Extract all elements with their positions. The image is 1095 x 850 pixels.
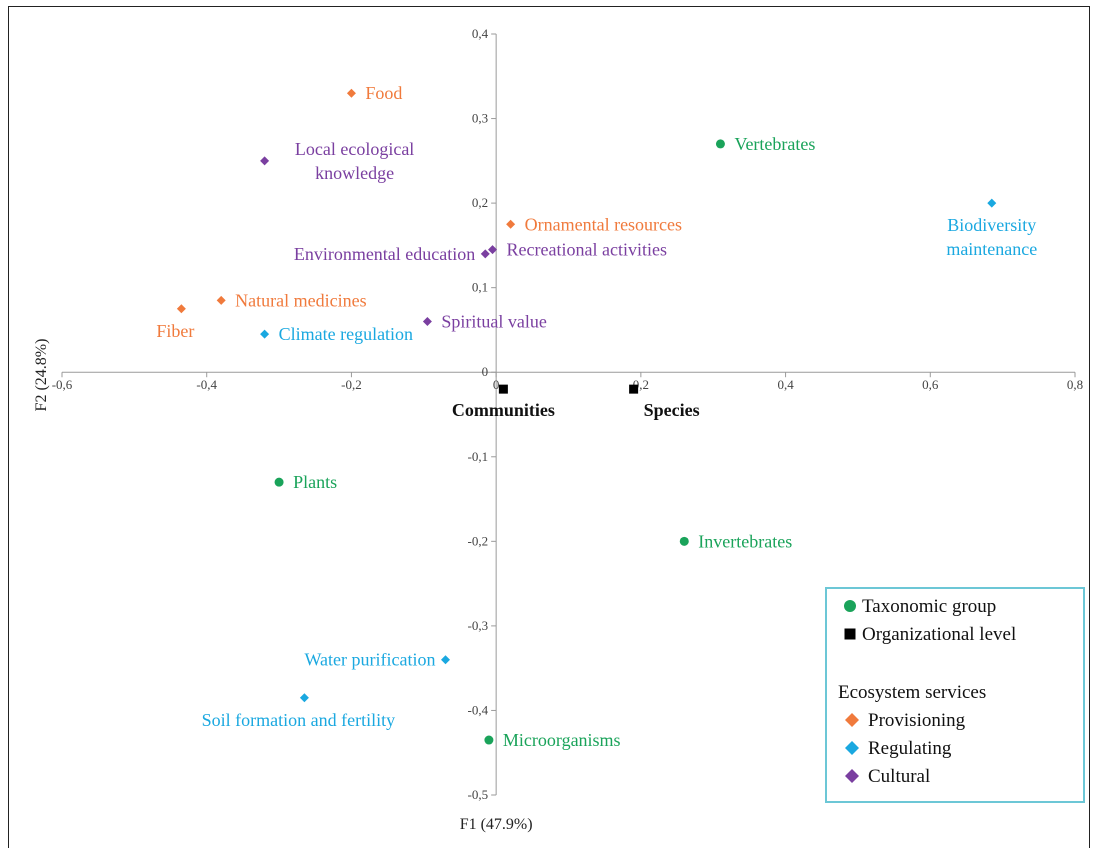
x-tick-label: -0,4 [196,377,217,392]
point-label: Climate regulation [279,324,413,344]
data-points: Vertebrates Plants Invertebrates Microorgan… [156,83,1037,750]
y-tick-label: -0,5 [468,787,489,802]
y-tick-label: -0,1 [468,449,489,464]
point-label: Soil formation and fertility [202,710,395,730]
point-label: Natural medicines [235,290,366,310]
y-tick-label: 0,2 [472,195,488,210]
point-label: knowledge [315,163,394,183]
legend-marker [845,713,859,727]
point-label: Ornamental resources [525,214,682,234]
legend-label: Cultural [868,766,930,787]
legend-marker [844,628,856,640]
data-point [422,316,432,326]
data-point [629,384,639,394]
y-axis-label: F2 (24.8%) [33,339,50,412]
point-label: Food [365,83,402,103]
y-tick-label: -0,2 [468,533,489,548]
data-point [216,295,226,305]
axes [62,34,1075,795]
chart-frame [8,6,1090,848]
point-label: Vertebrates [734,134,815,154]
point-label: Local ecological [295,139,414,159]
x-tick-label: -0,6 [52,377,73,392]
point-label: Species [644,400,700,420]
data-point [176,304,186,314]
y-tick-label: -0,3 [468,618,489,633]
data-point [715,139,725,149]
legend-marker [844,600,856,612]
legend: Taxonomic group Organizational level Ecosy… [825,587,1085,803]
point-label: maintenance [946,239,1037,259]
tick-labels: -0,6 -0,4 -0,2 0 0,2 0,4 0,6 0,80,40,30,20,10-0… [52,26,1083,802]
legend-label: Regulating [868,738,952,759]
data-point [260,329,270,339]
y-tick-label: 0,3 [472,111,488,126]
y-tick-label: 0,1 [472,280,488,295]
data-point [346,88,356,98]
point-label: Microorganisms [503,730,621,750]
data-point [484,735,494,745]
data-point [498,384,508,394]
data-point [274,477,284,487]
data-point [480,249,490,259]
data-point [488,245,498,255]
y-tick-label: 0,4 [472,26,489,41]
point-label: Fiber [156,321,194,341]
point-label: Water purification [304,650,435,670]
legend-label: Organizational level [862,624,1016,645]
x-tick-label: 0,8 [1067,377,1083,392]
x-tick-label: 0,4 [777,377,794,392]
data-point [679,536,689,546]
data-point [987,198,997,208]
y-tick-label: 0 [482,364,489,379]
x-tick-label: 0 [493,377,500,392]
point-label: Recreational activities [507,240,667,260]
data-point [440,655,450,665]
y-tick-label: -0,4 [468,702,489,717]
data-point [506,219,516,229]
x-tick-label: 0,6 [922,377,939,392]
legend-box [825,587,1085,803]
data-point [260,156,270,166]
point-label: Invertebrates [698,531,792,551]
point-label: Communities [452,400,555,420]
point-label: Plants [293,472,337,492]
legend-subtitle: Ecosystem services [838,682,986,703]
point-label: Biodiversity [947,215,1036,235]
x-tick-label: -0,2 [341,377,362,392]
legend-label: Taxonomic group [862,596,996,617]
point-label: Environmental education [294,244,475,264]
point-label: Spiritual value [441,311,546,331]
legend-marker [845,769,859,783]
x-axis-label: F1 (47.9%) [460,816,533,833]
data-point [299,693,309,703]
legend-marker [845,741,859,755]
legend-label: Provisioning [868,710,966,731]
